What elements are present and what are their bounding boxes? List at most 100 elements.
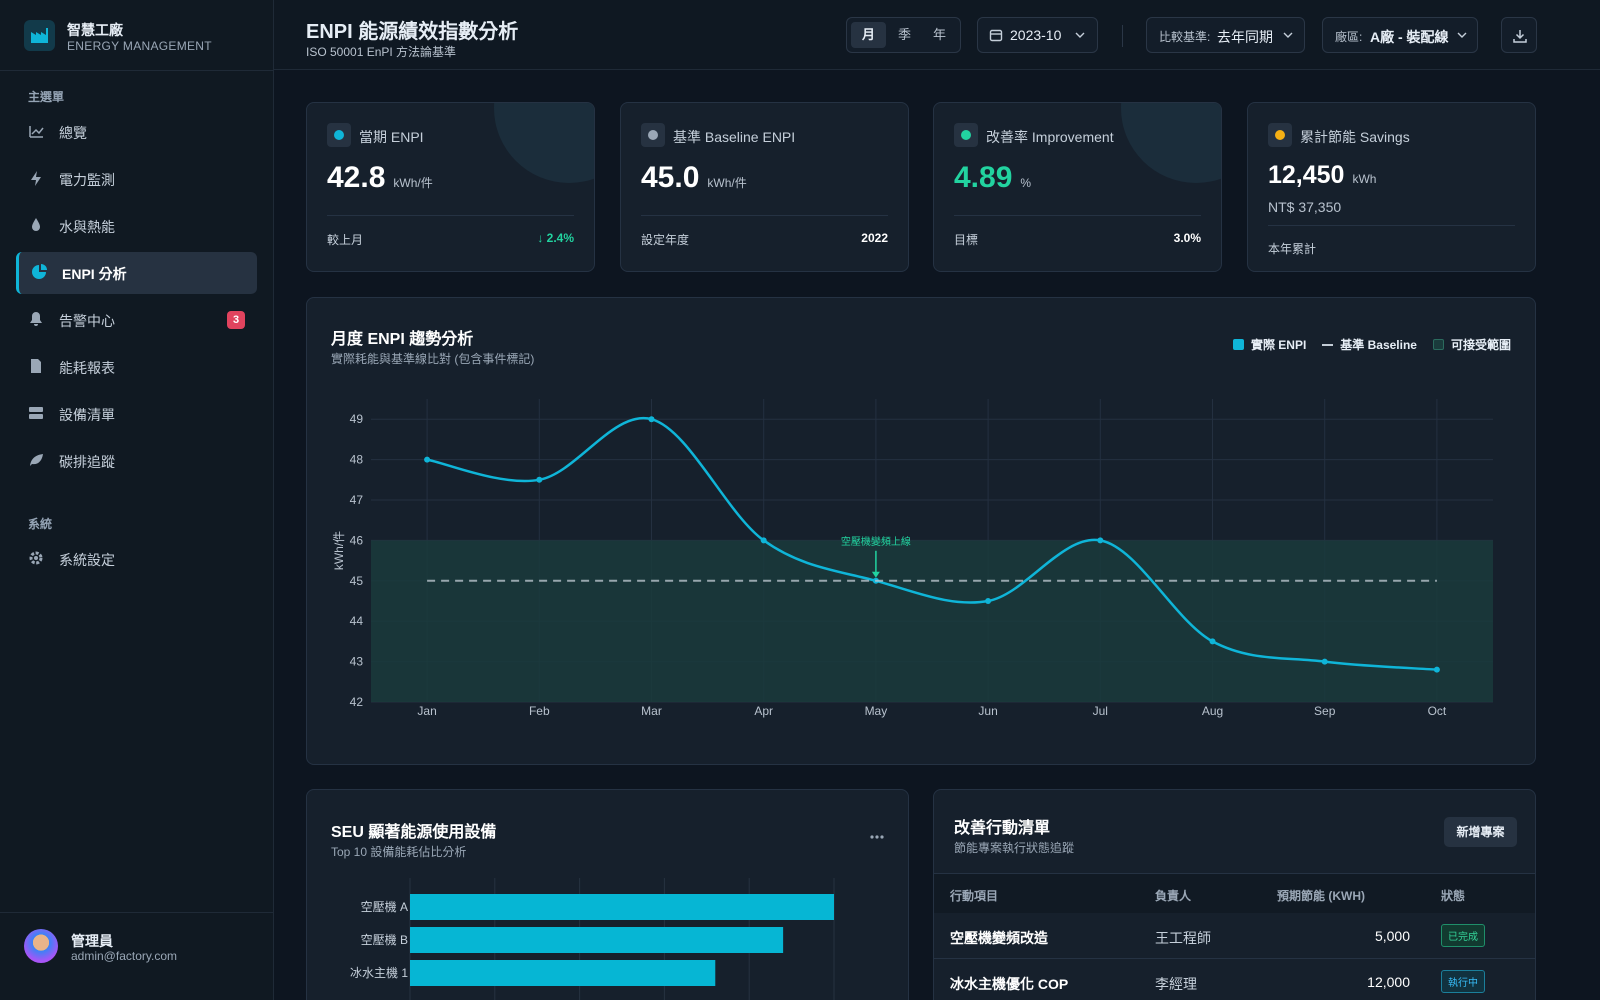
data-point — [1321, 658, 1328, 665]
menu-label: 總覽 — [59, 125, 87, 141]
add-button[interactable]: 新增專案 — [1444, 817, 1517, 847]
divider — [954, 215, 1201, 216]
cell: 王工程師 — [1155, 930, 1211, 946]
x-tick-label: Jul — [1093, 704, 1108, 718]
y-tick-label: 空壓機 A — [361, 899, 408, 914]
bar — [410, 927, 784, 953]
divider — [0, 70, 274, 71]
data-point — [1097, 537, 1104, 544]
avatar[interactable] — [24, 929, 58, 963]
kpi-title: 累計節能 Savings — [1300, 129, 1410, 145]
y-tick-label: 45 — [350, 574, 364, 588]
chart-subtitle: Top 10 設備能耗佔比分析 — [331, 845, 467, 859]
date-value: 2023-10 — [1010, 27, 1062, 43]
menu-item[interactable]: 設備清單 — [16, 393, 257, 435]
more-button[interactable] — [869, 834, 885, 840]
kpi-card: 改善率 Improvement 4.89% 目標 3.0% — [933, 102, 1222, 272]
seu-card: SEU 顯著能源使用設備 Top 10 設備能耗佔比分析 空壓機 A 空壓機 B 冰… — [306, 789, 909, 1000]
menu-label: 告警中心 — [59, 313, 115, 329]
brand-name: 智慧工廠 — [67, 22, 123, 38]
period-tab[interactable]: 月 — [851, 22, 886, 48]
menu-item[interactable]: 能耗報表 — [16, 346, 257, 388]
brand-glyph — [31, 28, 48, 43]
status-tag: 已完成 — [1441, 924, 1485, 947]
column-header: 負責人 — [1155, 889, 1192, 903]
table-row: 空壓機變頻改造 王工程師 5,000 已完成 — [934, 913, 1535, 959]
series-line — [426, 416, 1437, 671]
x-tick-label: Jan — [417, 704, 436, 718]
menu-icon — [30, 454, 43, 466]
kpi-footer-label: 本年累計 — [1268, 242, 1317, 256]
menu-label: 系統設定 — [59, 552, 115, 568]
menu-item[interactable]: 總覽 — [16, 111, 257, 153]
menu-icon — [29, 126, 44, 138]
section-title: 系統 — [28, 517, 53, 531]
x-tick-label: May — [865, 704, 888, 718]
cell: 空壓機變頻改造 — [950, 930, 1048, 946]
separator — [1122, 25, 1123, 47]
area-value: A廠 - 裝配線 — [1370, 29, 1449, 45]
decor — [494, 103, 594, 183]
kpi-unit: % — [1020, 176, 1032, 190]
kpi-value: 4.89 — [954, 161, 1013, 194]
data-point — [985, 598, 992, 604]
badge: 3 — [227, 311, 245, 329]
chart-title: SEU 顯著能源使用設備 — [331, 824, 497, 841]
column-header: 行動項目 — [950, 889, 999, 903]
download-button[interactable] — [1501, 17, 1537, 53]
kpi-unit: kWh — [1352, 172, 1377, 186]
y-tick-label: 44 — [350, 614, 364, 628]
compare-label: 比較基準: — [1159, 30, 1211, 44]
table-row: 冰水主機優化 COP 李經理 12,000 執行中 — [934, 959, 1535, 1000]
kpi-title: 改善率 Improvement — [986, 129, 1114, 145]
y-tick-label: 46 — [350, 533, 364, 547]
menu-item[interactable]: 系統設定 — [16, 538, 257, 580]
menu-item[interactable]: 電力監測 — [16, 158, 257, 200]
column-header: 預期節能 (KWH) — [1277, 889, 1365, 903]
kpi-unit: kWh/件 — [393, 176, 433, 190]
kpi-footer-value: 2022 — [861, 231, 888, 245]
date-picker[interactable]: 2023-10 — [977, 17, 1098, 53]
period-tab[interactable]: 季 — [897, 27, 911, 42]
page-subtitle: ISO 50001 EnPI 方法論基準 — [306, 45, 457, 59]
menu-icon — [29, 551, 43, 565]
menu-item[interactable]: ENPI 分析 — [16, 252, 257, 294]
kpi-value-row: 4.89% — [954, 161, 1031, 195]
x-tick-label: Feb — [529, 704, 550, 718]
divider — [0, 912, 274, 913]
calendar-icon — [989, 29, 1003, 42]
kpi-value: 42.8 — [327, 161, 386, 194]
menu-label: 水與熱能 — [59, 219, 115, 235]
kpi-unit: kWh/件 — [707, 176, 747, 190]
period-tab[interactable]: 年 — [932, 27, 946, 42]
kpi-value: 12,450 — [1268, 161, 1345, 189]
menu-item[interactable]: 告警中心 3 — [16, 299, 257, 341]
y-tick-label: 43 — [350, 655, 364, 669]
compare-select[interactable]: 比較基準: 去年同期 — [1146, 17, 1305, 53]
cell: 李經理 — [1155, 976, 1197, 992]
header: ENPI 能源績效指數分析 ISO 50001 EnPI 方法論基準 月 季 年… — [274, 0, 1600, 70]
bar — [410, 960, 716, 986]
menu-icon — [29, 407, 43, 419]
y-tick-label: 冰水主機 1 — [350, 965, 408, 980]
page-title: ENPI 能源績效指數分析 — [306, 21, 519, 43]
cell: 12,000 — [1367, 974, 1410, 990]
legend-label: 實際 ENPI — [1250, 338, 1307, 352]
table-subtitle: 節能專案執行狀態追蹤 — [954, 841, 1075, 855]
sidebar: 智慧工廠 ENERGY MANAGEMENT 主選單 總覽 電力監測 水與熱能 ENP… — [0, 0, 274, 1000]
chevron — [1075, 32, 1085, 38]
menu-item[interactable]: 碳排追蹤 — [16, 440, 257, 482]
kpi-value-row: 45.0 kWh/件 — [641, 161, 747, 195]
menu-label: 能耗報表 — [59, 360, 115, 376]
menu-icon — [31, 359, 41, 373]
legend-item: 可接受範圍 — [1432, 336, 1511, 353]
menu-item[interactable]: 水與熱能 — [16, 205, 257, 247]
legend-item: 實際 ENPI — [1232, 336, 1307, 353]
area-select[interactable]: 廠區: A廠 - 裝配線 — [1322, 17, 1478, 53]
kpi-value-row: 42.8 kWh/件 — [327, 161, 433, 195]
acceptable-range — [371, 540, 1493, 702]
area-label: 廠區: — [1335, 30, 1363, 44]
kpi-icon — [1268, 123, 1292, 147]
kpi-icon — [641, 123, 665, 147]
